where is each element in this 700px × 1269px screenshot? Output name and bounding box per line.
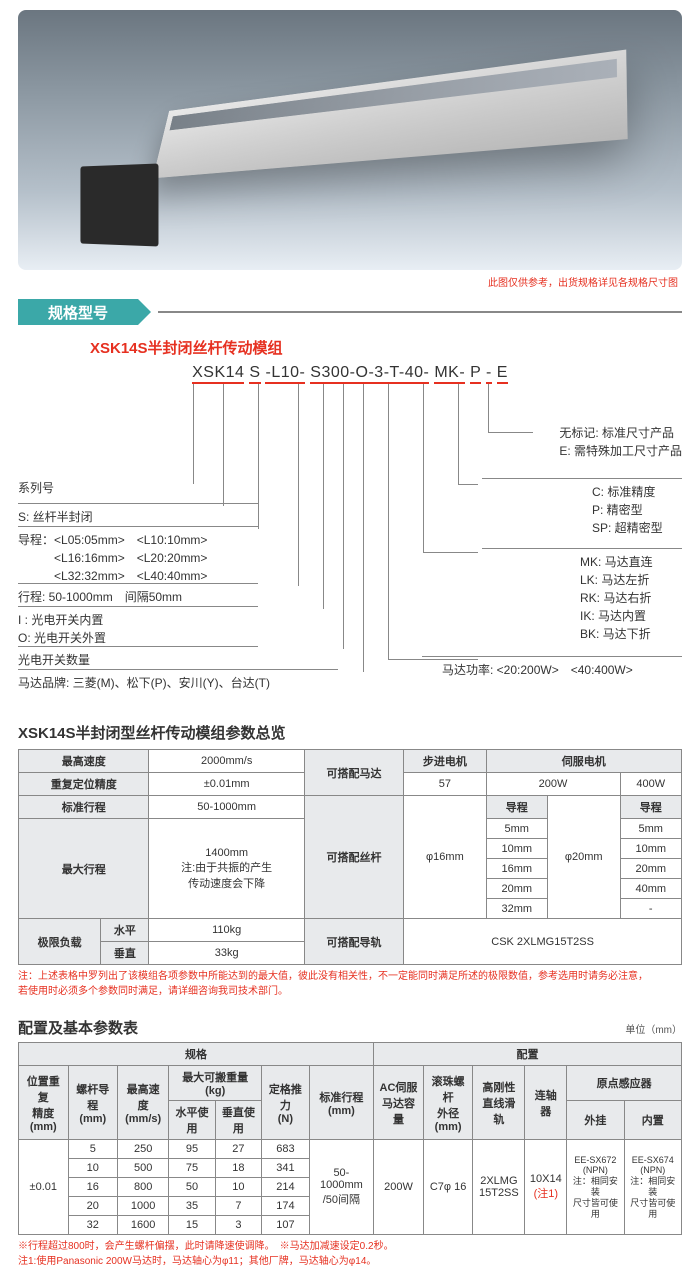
overview-title: XSK14S半封闭型丝杆传动模组参数总览 [18, 722, 682, 743]
section-spec-label: 规格型号 [18, 299, 138, 325]
overview-table: 最高速度 2000mm/s 可搭配马达 步进电机 伺服电机 重复定位精度 ±0.… [18, 749, 682, 965]
config-title: 配置及基本参数表单位（mm） [18, 1017, 682, 1038]
product-image [18, 10, 682, 270]
code-diagram: 系列号 S: 丝杆半封闭 导程：<L05:05mm> <L10:10mm> <L… [18, 384, 682, 704]
table-row: ±0.01 52509527683 50-1000mm /50间隔 200W C… [19, 1140, 682, 1159]
overview-note: 注：上述表格中罗列出了该模组各项参数中所能达到的最大值，彼此没有相关性，不一定能… [18, 969, 682, 999]
config-table: 规格 配置 位置重复 精度 (mm) 螺杆导程 (mm) 最高速度 (mm/s)… [18, 1042, 682, 1235]
image-note: 此图仅供参考，出货规格详见各规格尺寸图 [0, 274, 678, 289]
product-title: XSK14S半封闭丝杆传动模组 [90, 337, 700, 358]
product-code: XSK14 S -L10- S300-O-3-T-40- MK- P - E [0, 364, 700, 382]
config-note: ※行程超过800时，会产生螺杆偏摆，此时请降速使调降。 ※马达加减速设定0.2秒… [18, 1239, 682, 1269]
section-spec-header: 规格型号 [18, 299, 682, 325]
